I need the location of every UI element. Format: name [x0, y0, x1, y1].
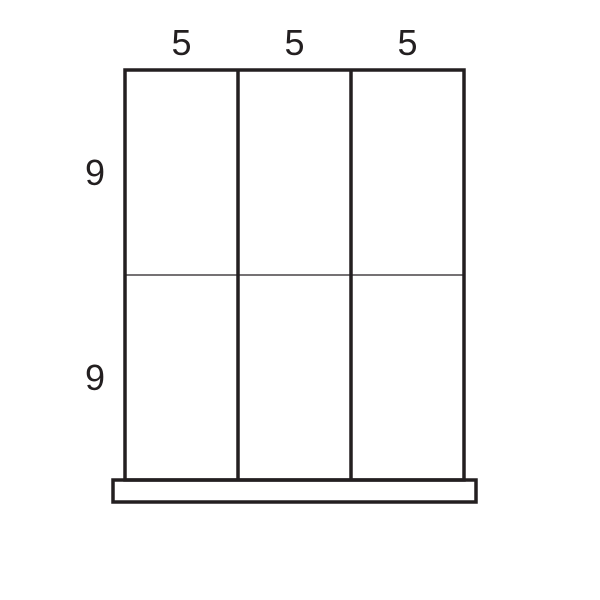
grid-diagram: 5 5 5 9 9	[0, 0, 600, 600]
grid-svg	[0, 0, 600, 600]
base-rect	[113, 480, 476, 502]
